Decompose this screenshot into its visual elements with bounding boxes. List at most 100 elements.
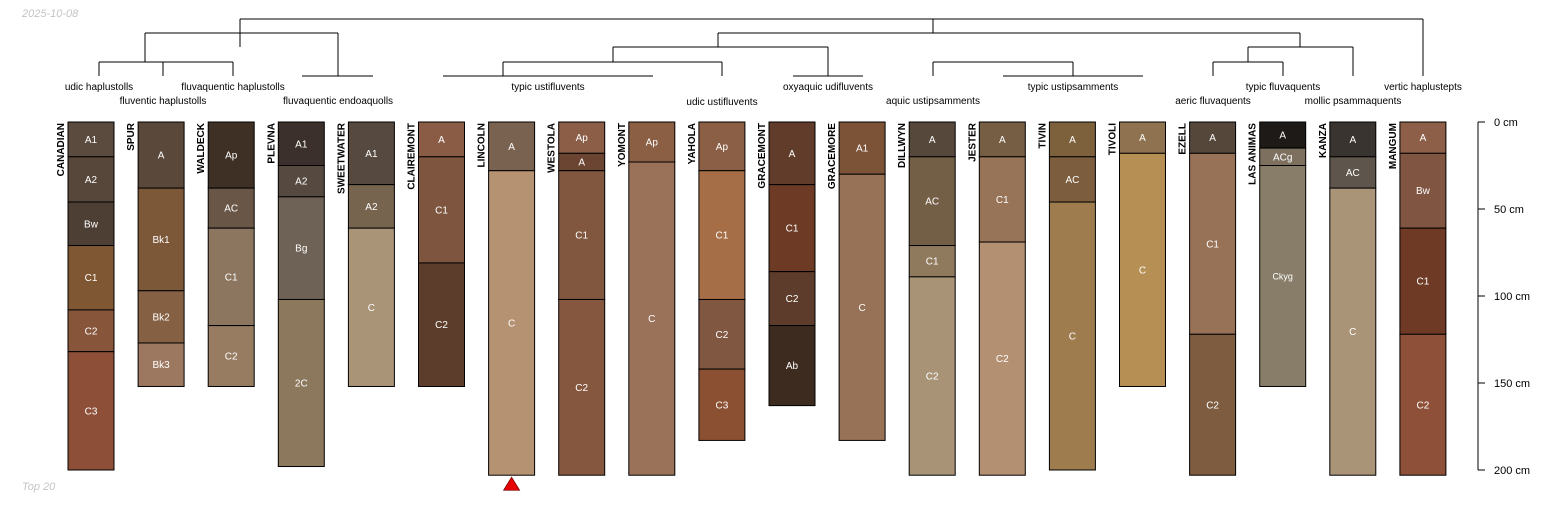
horizon-label: A2 (365, 202, 378, 213)
horizon-label: Bw (84, 219, 99, 230)
horizon-rect (698, 368, 746, 441)
horizon-rect (1048, 201, 1096, 471)
profile-name-canadian: CANADIAN (56, 123, 67, 176)
horizon-rect (1259, 165, 1307, 387)
horizon-rect (768, 184, 816, 273)
horizon-rect (67, 156, 115, 203)
horizon-label: Ap (576, 133, 589, 144)
depth-tick-label: 50 cm (1494, 204, 1524, 216)
horizon-label: Bk1 (152, 235, 170, 246)
horizon-label: Bk2 (152, 312, 170, 323)
profile-spur: A Bk1 Bk2 Bk3 SPUR (126, 121, 185, 387)
profile-name-mangum: MANGUM (1388, 123, 1399, 169)
horizon-rect (137, 187, 185, 292)
horizon-spur-bk2: Bk2 (137, 290, 185, 344)
profile-yahola: Ap C1 C2 C3 YAHOLA (687, 121, 746, 441)
horizon-kanza-c: C (1329, 187, 1377, 476)
profile-name-gracemore: GRACEMORE (827, 123, 838, 189)
horizon-las-animas-acg: ACg (1259, 147, 1307, 167)
horizon-tivin-c: C (1048, 201, 1096, 471)
horizon-rect (67, 309, 115, 353)
horizon-label: C (648, 314, 655, 325)
horizon-spur-bk1: Bk1 (137, 187, 185, 292)
horizon-rect (838, 173, 886, 441)
profile-name-las-animas: LAS ANIMAS (1248, 123, 1259, 185)
horizon-rect (908, 245, 956, 278)
marker-layer (502, 476, 521, 491)
dendrogram (98, 18, 1424, 77)
horizon-rect (137, 290, 185, 344)
horizon-rect (347, 227, 395, 387)
horizon-rect (1189, 152, 1237, 335)
horizon-westola-a: A (558, 152, 606, 172)
horizon-waldeck-ap: Ap (207, 121, 255, 189)
horizon-kanza-ac: AC (1329, 156, 1377, 189)
horizon-westola-ap: Ap (558, 121, 606, 154)
horizon-ezell-a: A (1189, 121, 1237, 154)
horizon-label: AC (224, 204, 238, 215)
horizon-rect (1048, 156, 1096, 203)
horizon-rect (1189, 333, 1237, 476)
horizon-yahola-c1: C1 (698, 170, 746, 300)
profile-name-jester: JESTER (967, 122, 978, 162)
horizon-rect (558, 170, 606, 300)
horizon-label: AC (1346, 168, 1360, 179)
depth-tick-label: 200 cm (1494, 465, 1530, 477)
horizon-label: A1 (85, 135, 98, 146)
horizon-label: C (1139, 265, 1146, 276)
horizon-rect (768, 271, 816, 327)
horizon-rect (277, 298, 325, 468)
horizon-tivin-ac: AC (1048, 156, 1096, 203)
horizon-waldeck-c1: C1 (207, 227, 255, 327)
profile-name-lincoln: LINCOLN (477, 123, 488, 167)
horizon-rect (1119, 121, 1166, 154)
taxon-label: aquic ustipsamments (886, 96, 980, 107)
horizon-label: C3 (716, 400, 729, 411)
horizon-rect (558, 298, 606, 476)
horizon-label: Ap (225, 151, 238, 162)
horizon-rect (558, 121, 606, 154)
taxon-label: mollic psammaquents (1305, 96, 1402, 107)
horizon-label: C2 (996, 354, 1009, 365)
horizon-label: C2 (435, 320, 448, 331)
profile-name-spur: SPUR (126, 122, 137, 151)
horizon-label: Ckyg (1272, 271, 1293, 281)
horizon-rect (1259, 121, 1307, 149)
horizon-label: C1 (575, 231, 588, 242)
horizon-rect (207, 325, 255, 387)
horizon-tivoli-c: C (1119, 152, 1166, 387)
profile-name-waldeck: WALDECK (196, 122, 207, 173)
horizon-label: C2 (85, 326, 98, 337)
horizon-rect (207, 187, 255, 229)
horizon-dillwyn-a: A (908, 121, 956, 158)
profile-canadian: A1 A2 Bw C1 C2 C3 CANADIAN (56, 121, 115, 471)
horizon-mangum-c2: C2 (1399, 333, 1447, 476)
horizon-rect (277, 121, 325, 166)
horizon-clairemont-c2: C2 (418, 262, 465, 387)
horizon-label: C2 (716, 330, 729, 341)
horizon-label: 2C (295, 379, 308, 390)
horizon-lincoln-a: A (488, 121, 536, 172)
horizon-jester-c2: C2 (978, 241, 1026, 476)
depth-tick-label: 100 cm (1494, 291, 1530, 303)
horizon-ezell-c2: C2 (1189, 333, 1237, 476)
horizon-rect (1399, 152, 1447, 229)
horizon-gracemont-a: A (768, 121, 816, 186)
horizon-canadian-bw: Bw (67, 201, 115, 247)
horizon-label: C (858, 303, 865, 314)
horizon-label: C2 (786, 294, 799, 305)
taxon-label: fluvaquentic haplustolls (181, 82, 284, 93)
horizon-dillwyn-c2: C2 (908, 276, 956, 476)
horizon-label: Bg (295, 244, 307, 255)
profile-las-animas: A ACg Ckyg LAS ANIMAS (1248, 121, 1307, 387)
horizon-label: ACg (1273, 152, 1292, 163)
horizon-label: C (1349, 327, 1356, 338)
profile-name-dillwyn: DILLWYN (897, 123, 908, 168)
horizon-label: A2 (295, 177, 308, 188)
profile-lincoln: A C LINCOLN (477, 121, 536, 476)
depth-axis: 0 cm 50 cm 100 cm 150 cm 200 cm (1477, 117, 1530, 477)
horizon-yahola-c3: C3 (698, 368, 746, 441)
horizon-rect (1399, 227, 1447, 335)
